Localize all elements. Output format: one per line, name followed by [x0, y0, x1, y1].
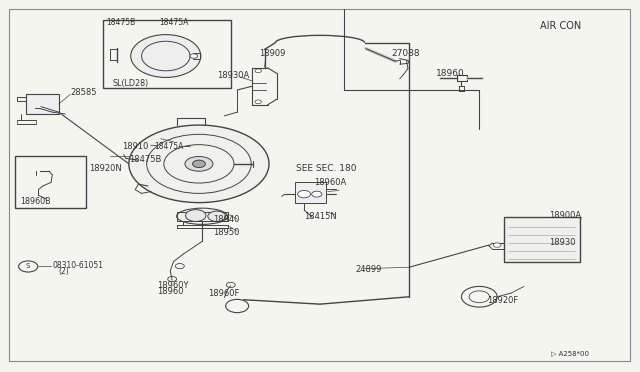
Text: 18960A: 18960A [314, 178, 346, 187]
Text: 18920N: 18920N [90, 164, 122, 173]
Circle shape [190, 54, 198, 58]
Text: ▷ A258*00: ▷ A258*00 [550, 350, 589, 356]
Ellipse shape [131, 35, 201, 77]
Ellipse shape [177, 208, 228, 224]
Circle shape [186, 210, 206, 221]
Text: 18960: 18960 [436, 69, 465, 78]
Text: 18930: 18930 [549, 238, 576, 247]
Text: AIR CON: AIR CON [540, 22, 581, 32]
Text: 18475B: 18475B [106, 18, 136, 27]
Text: 18960B: 18960B [20, 197, 51, 206]
Text: 18415N: 18415N [304, 212, 337, 221]
Text: 18475B: 18475B [129, 154, 161, 164]
Circle shape [208, 211, 226, 221]
Bar [294, 182, 326, 203]
Bar [103, 20, 231, 88]
Circle shape [255, 100, 261, 104]
Text: SL(LD28): SL(LD28) [113, 79, 149, 88]
Text: 18909: 18909 [259, 49, 286, 58]
Text: 27088: 27088 [392, 49, 420, 58]
Text: SEE SEC. 180: SEE SEC. 180 [296, 164, 356, 173]
Text: 08310-61051: 08310-61051 [52, 260, 104, 269]
Circle shape [298, 190, 310, 198]
Text: 28585: 28585 [70, 89, 97, 97]
Ellipse shape [185, 157, 213, 171]
Text: 18475A: 18475A [159, 18, 189, 27]
Ellipse shape [193, 160, 205, 167]
Text: (2): (2) [59, 267, 70, 276]
Bar [504, 217, 580, 262]
Text: 18475A—: 18475A— [154, 142, 191, 151]
Text: 18940: 18940 [214, 215, 240, 224]
Text: —: — [150, 142, 157, 151]
Text: 18960F: 18960F [209, 289, 240, 298]
Circle shape [255, 69, 261, 73]
Ellipse shape [129, 125, 269, 203]
Text: 18910: 18910 [122, 142, 149, 151]
Text: 18900A: 18900A [549, 211, 582, 220]
Text: 18930A: 18930A [217, 71, 249, 80]
Text: 18920F: 18920F [487, 296, 518, 305]
Circle shape [312, 191, 322, 197]
Text: 18950: 18950 [214, 228, 240, 237]
Text: 18960: 18960 [157, 288, 184, 296]
Bar [15, 157, 86, 208]
Text: S: S [26, 263, 30, 269]
Circle shape [493, 243, 501, 247]
Text: 18960Y: 18960Y [157, 281, 188, 290]
Text: 24899: 24899 [355, 265, 381, 274]
Bar [26, 94, 59, 114]
